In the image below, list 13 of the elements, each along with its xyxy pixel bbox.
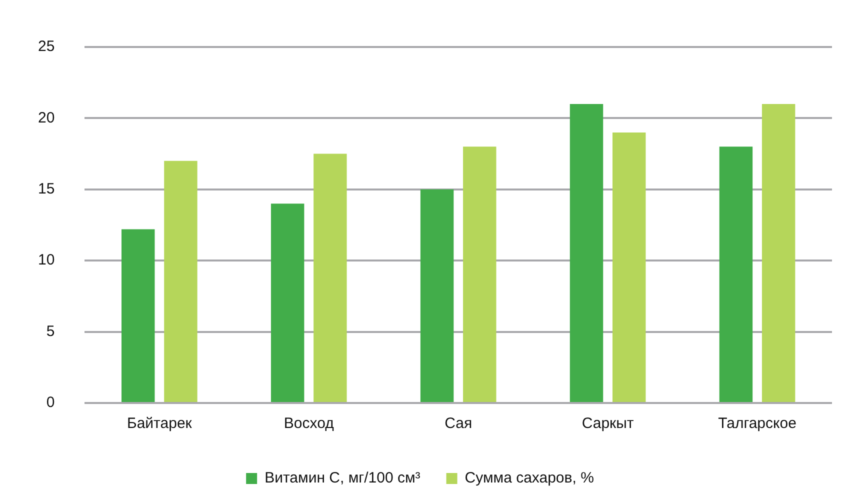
x-tick-label: Байтарек xyxy=(126,415,192,432)
y-tick-label: 25 xyxy=(38,38,55,56)
x-tick-label: Сая xyxy=(444,415,472,432)
y-tick-label: 20 xyxy=(38,109,55,126)
y-tick-label: 10 xyxy=(38,252,55,269)
legend-label: Витамин С, мг/100 см³ xyxy=(264,470,420,487)
y-tick-label: 0 xyxy=(46,394,55,412)
legend-label: Сумма сахаров, % xyxy=(464,470,594,487)
y-tick-label: 5 xyxy=(46,322,55,340)
x-tick-label: Талгарское xyxy=(718,415,796,432)
y-tick-label: 15 xyxy=(38,180,55,198)
x-tick-label: Восход xyxy=(284,415,334,432)
x-tick-label: Саркыт xyxy=(582,415,634,432)
